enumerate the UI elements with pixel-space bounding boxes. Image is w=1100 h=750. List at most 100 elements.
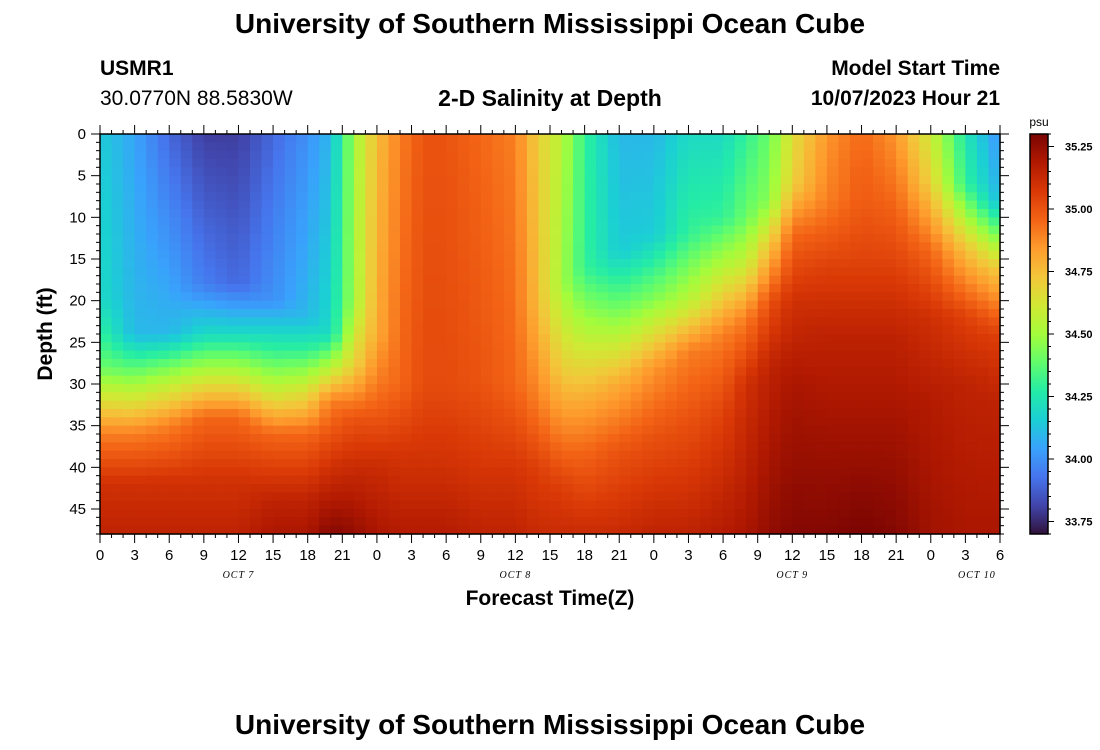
heatmap-cell [307,217,320,227]
heatmap-cell [965,325,978,335]
heatmap-cell [561,334,574,343]
heatmap-cell [896,509,909,518]
heatmap-cell [896,484,909,493]
heatmap-cell [676,450,690,460]
heatmap-cell [907,167,920,177]
heatmap-cell [192,484,205,493]
heatmap-cell [169,234,182,243]
heatmap-cell [780,334,793,343]
heatmap-cell [815,384,828,393]
heatmap-cell [965,375,978,385]
heatmap-cell [330,192,343,202]
heatmap-cell [342,234,355,243]
heatmap-cell [215,175,228,185]
heatmap-cell [457,309,470,318]
heatmap-cell [642,300,655,310]
heatmap-cell [365,184,378,193]
heatmap-cell [815,350,828,360]
heatmap-cell [734,384,747,393]
heatmap-cell [342,334,355,343]
heatmap-cell [492,234,505,243]
heatmap-cell [457,484,470,493]
heatmap-cell [619,317,632,327]
heatmap-cell [769,217,782,227]
heatmap-cell [480,242,493,252]
heatmap-cell [423,200,436,210]
heatmap-cell [642,309,655,318]
heatmap-cell [273,384,286,393]
heatmap-cell [226,442,240,452]
x-tick-label: 6 [996,547,1004,564]
heatmap-cell [676,192,690,202]
heatmap-cell [215,392,228,402]
heatmap-cell [642,384,655,393]
heatmap-cell [319,292,332,302]
heatmap-cell [365,150,378,160]
heatmap-cell [838,150,851,160]
heatmap-cell [400,459,413,468]
heatmap-cell [930,134,943,143]
heatmap-cell [307,400,320,410]
heatmap-cell [446,467,459,477]
heatmap-cell [653,517,666,527]
heatmap-cell [261,184,274,193]
heatmap-cell [919,350,932,360]
heatmap-cell [423,442,436,452]
heatmap-cell [873,442,886,452]
heatmap-cell [250,267,263,277]
heatmap-cell [400,159,413,168]
heatmap-cell [526,309,540,318]
page-title: University of Southern Mississippi Ocean… [234,8,866,39]
heatmap-cell [492,467,505,477]
heatmap-cell [100,450,113,460]
heatmap-cell [550,292,563,302]
heatmap-cell [953,134,966,143]
heatmap-cell [676,242,690,252]
heatmap-cell [146,267,159,277]
heatmap-cell [688,267,701,277]
heatmap-cell [676,217,690,227]
salinity-chart: 0 3 6 9 12 15 18 21 0 3 6 9 12 15 18 21 0 3 6 9 12 15 18 21 0 3 6 … [34,115,1093,610]
heatmap-cell [330,442,343,452]
heatmap-cell [596,225,609,235]
heatmap-cell [988,134,1001,143]
heatmap-cell [700,400,713,410]
heatmap-cell [192,467,205,477]
heatmap-cell [330,400,343,410]
heatmap-cell [457,367,470,377]
heatmap-cell [538,309,551,318]
heatmap-cell [988,142,1001,152]
heatmap-cell [411,484,424,493]
heatmap-cell [203,284,216,293]
heatmap-cell [169,267,182,277]
heatmap-cell [607,300,620,310]
heatmap-cell [711,217,724,227]
heatmap-cell [550,467,563,477]
heatmap-cell [203,367,216,377]
heatmap-cell [353,242,366,252]
heatmap-cell [803,134,816,143]
heatmap-cell [400,350,413,360]
heatmap-cell [284,134,297,143]
heatmap-cell [388,384,401,393]
heatmap-cell [665,384,678,393]
heatmap-cell [884,417,897,427]
heatmap-cell [746,209,759,218]
heatmap-cell [757,500,770,510]
heatmap-cell [700,392,713,402]
heatmap-cell [457,259,470,268]
heatmap-cell [123,459,136,468]
heatmap-cell [884,275,897,285]
heatmap-cell [642,425,655,435]
heatmap-cell [665,450,678,460]
heatmap-cell [515,409,528,418]
heatmap-cell [250,459,263,468]
heatmap-cell [284,525,297,535]
heatmap-cell [642,350,655,360]
heatmap-cell [561,209,574,218]
heatmap-cell [376,334,390,343]
heatmap-cell [838,417,851,427]
heatmap-cell [780,434,793,443]
heatmap-cell [630,292,643,302]
heatmap-cell [907,434,920,443]
